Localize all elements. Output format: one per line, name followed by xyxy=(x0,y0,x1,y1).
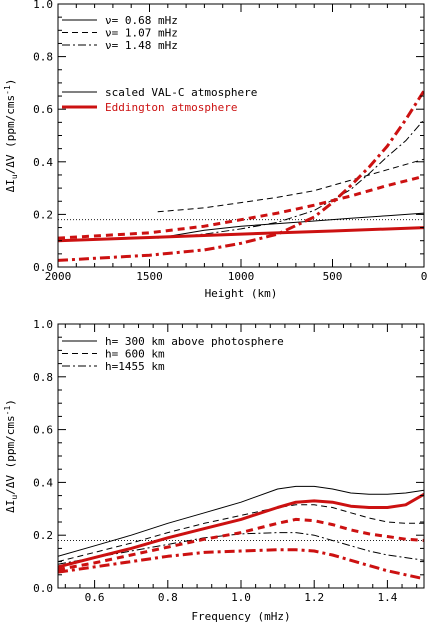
x-tick-label: 1.2 xyxy=(304,591,324,604)
y-tick-label: 0.2 xyxy=(33,208,53,221)
x-axis-title: Frequency (mHz) xyxy=(191,610,290,623)
x-tick-label: 0.8 xyxy=(158,591,178,604)
y-axis-title: ΔIu/ΔV (ppm/cms-1) xyxy=(3,399,19,513)
x-tick-label: 1.0 xyxy=(231,591,251,604)
series-line-eddington-dashdot xyxy=(58,548,424,581)
series-line-eddington-solid xyxy=(58,226,424,243)
legend-label: h= 300 km above photosphere xyxy=(105,335,284,348)
y-tick-label: 0.0 xyxy=(33,261,53,274)
y-tick-label: 0.6 xyxy=(33,424,53,437)
bottom-chart-panel: 0.6 0.8 1.0 1.2 1.4 0.0 0.2 0.4 0.6 0.8 1.0 Frequen… xyxy=(3,318,425,623)
y-tick-label: 1.0 xyxy=(33,0,53,11)
legend-label: ν= 0.68 mHz xyxy=(105,14,178,27)
legend-label: ν= 1.07 mHz xyxy=(105,27,178,40)
x-tick-label: 1000 xyxy=(228,270,255,283)
y-tick-label: 0.0 xyxy=(33,582,53,595)
y-tick-label: 0.6 xyxy=(33,103,53,116)
y-tick-label: 0.4 xyxy=(33,476,53,489)
y-tick-label: 0.8 xyxy=(33,51,53,64)
series-line-eddington-dashed xyxy=(58,174,424,240)
legend-label: ν= 1.48 mHz xyxy=(105,39,178,52)
top-chart-panel: 2000 1500 1000 500 0 0.0 0.2 0.4 0.6 0.8 1.0 Height… xyxy=(3,0,427,300)
y-tick-label: 0.8 xyxy=(33,371,53,384)
legend-label: h=1455 km xyxy=(105,360,165,373)
series-line-val-c-dashed xyxy=(157,158,424,213)
x-tick-label: 1500 xyxy=(136,270,163,283)
model-legend-label: scaled VAL-C atmosphere xyxy=(105,86,257,99)
series-line-val-c-solid xyxy=(157,212,424,239)
x-tick-label: 0 xyxy=(421,270,427,283)
y-tick-label: 1.0 xyxy=(33,318,53,331)
y-tick-label: 0.4 xyxy=(33,156,53,169)
model-legend-label: Eddington atmosphere xyxy=(105,101,237,114)
x-axis-title: Height (km) xyxy=(205,287,278,300)
series-line-val-c-dashdot xyxy=(58,532,424,565)
legend-label: h= 600 km xyxy=(105,348,165,361)
y-tick-label: 0.2 xyxy=(33,529,53,542)
series-line-eddington-solid xyxy=(58,492,424,569)
series-line-val-c-dashdot xyxy=(157,119,424,239)
x-tick-label: 2000 xyxy=(45,270,72,283)
y-axis-title: ΔIu/ΔV (ppm/cms-1) xyxy=(3,79,19,193)
x-tick-label: 500 xyxy=(323,270,343,283)
series-line-val-c-dashed xyxy=(58,504,424,563)
x-tick-label: 0.6 xyxy=(85,591,105,604)
series-line-val-c-solid xyxy=(58,485,424,557)
series-line-eddington-dashed xyxy=(58,517,424,571)
series-line-eddington-dashdot xyxy=(58,89,424,262)
x-tick-label: 1.4 xyxy=(377,591,397,604)
